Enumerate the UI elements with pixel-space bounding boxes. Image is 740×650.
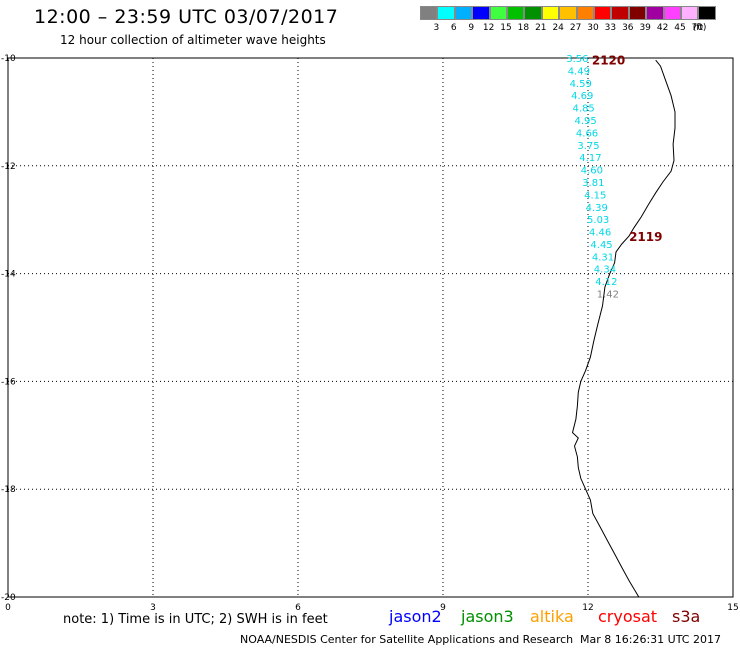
x-tick-label: 3: [150, 603, 156, 613]
legend-label: 9: [468, 23, 475, 33]
legend-label: 15: [500, 23, 512, 33]
page-subtitle: 12 hour collection of altimeter wave hei…: [60, 33, 326, 47]
legend-label: 27: [569, 23, 582, 33]
x-tick-label: 9: [440, 603, 446, 613]
x-tick-label: 0: [5, 603, 11, 613]
legend-swatch: [420, 6, 438, 20]
wave-height-label: 4.66: [576, 128, 598, 139]
legend-label: 18: [517, 23, 530, 33]
y-tick-label: -18: [1, 485, 16, 495]
satellite-label-cryosat: cryosat: [598, 607, 658, 626]
legend-swatch: [437, 6, 455, 20]
legend-label: 6: [450, 23, 457, 33]
footer-timestamp: Mar 8 16:26:31 UTC 2017: [580, 633, 721, 646]
legend-swatch: [698, 6, 716, 20]
x-tick-label: 6: [295, 603, 301, 613]
legend-swatch: [663, 6, 681, 20]
track-number-label: 2120: [592, 54, 625, 68]
legend-label: 45: [674, 23, 686, 33]
page-title: 12:00 – 23:59 UTC 03/07/2017: [34, 6, 339, 28]
footer-credit: NOAA/NESDIS Center for Satellite Applica…: [240, 633, 574, 646]
satellite-label-jason3: jason3: [461, 607, 514, 626]
legend-label: 3: [433, 23, 440, 33]
legend-label: 39: [639, 23, 651, 33]
x-tick-label: 12: [582, 603, 593, 613]
track-number-label: 2119: [629, 230, 662, 244]
units-note: note: 1) Time is in UTC; 2) SWH is in fe…: [63, 612, 328, 627]
wave-height-label: 4.69: [571, 91, 593, 102]
wave-height-label: 4.17: [579, 153, 601, 164]
wave-height-label: 4.85: [573, 104, 595, 115]
legend-swatch: [628, 6, 647, 20]
wave-height-label: 4.15: [584, 190, 606, 201]
wave-height-label: 3.81: [582, 178, 604, 189]
wave-height-label: 4.46: [589, 228, 611, 239]
legend-label: 24: [552, 23, 564, 33]
legend-label: 36: [622, 23, 634, 33]
coastline: [571, 59, 676, 598]
y-tick-label: -14: [1, 270, 16, 280]
wave-height-label: 1.42: [597, 290, 619, 301]
legend-label: 70: [691, 23, 704, 33]
wave-height-label: 3.75: [577, 141, 599, 152]
satellite-label-altika: altika: [530, 607, 574, 626]
wave-height-label: 4.95: [574, 116, 596, 127]
legend-swatch: [507, 6, 525, 20]
legend-swatch: [541, 6, 560, 20]
wave-height-label: 4.34: [594, 265, 616, 276]
wave-height-label: 4.49: [568, 66, 590, 77]
legend-swatch: [594, 6, 612, 20]
wave-height-label: 4.60: [581, 166, 603, 177]
satellite-label-jason2: jason2: [389, 607, 442, 626]
legend-swatch: [559, 6, 577, 20]
legend-swatch: [489, 6, 507, 20]
legend-label: 33: [604, 23, 617, 33]
y-tick-label: -20: [1, 593, 16, 603]
legend-swatch: [524, 6, 542, 20]
map-frame: [7, 57, 734, 598]
legend-label: 12: [482, 23, 495, 33]
wave-height-label: 5.03: [587, 215, 609, 226]
y-tick-label: -10: [1, 54, 16, 64]
legend-swatch: [681, 6, 699, 20]
wave-height-label: 4.31: [592, 252, 614, 263]
legend-swatch: [576, 6, 594, 20]
legend-swatch: [611, 6, 629, 20]
wave-height-label: 3.56: [566, 54, 588, 65]
satellite-label-s3a: s3a: [672, 607, 701, 626]
legend-swatch: [472, 6, 490, 20]
legend-swatch: [454, 6, 473, 20]
wave-height-label: 4.45: [590, 240, 612, 251]
legend-unit: (ft): [692, 23, 707, 33]
legend-label: 30: [587, 23, 599, 33]
x-tick-label: 15: [727, 603, 738, 613]
wave-height-label: 4.59: [570, 79, 592, 90]
wave-height-label: 4.39: [586, 203, 608, 214]
legend-label: 42: [656, 23, 669, 33]
legend-label: 21: [535, 23, 547, 33]
legend-swatch: [646, 6, 664, 20]
y-tick-label: -16: [1, 377, 16, 387]
color-scale-legend: 3 6 9 12 15 18 21 24 27 30 33 36 39 42 45 70 (ft): [420, 6, 732, 36]
wave-height-label: 4.12: [595, 277, 617, 288]
y-tick-label: -12: [1, 162, 16, 172]
